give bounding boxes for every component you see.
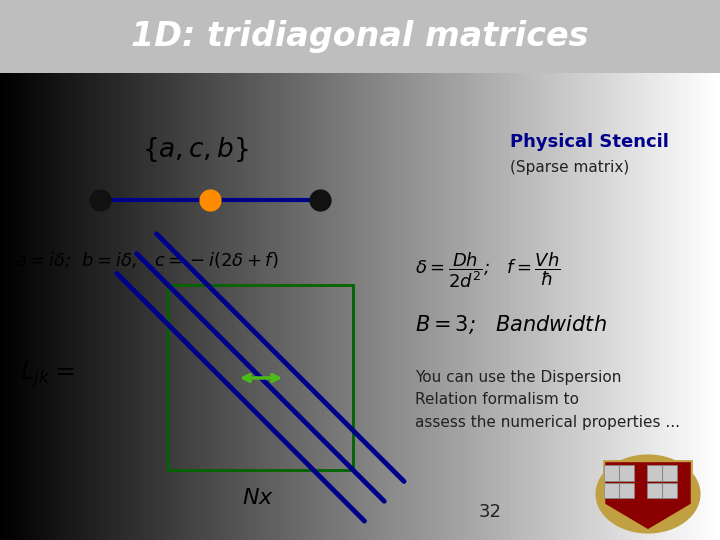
Bar bbox=[647, 465, 677, 481]
Bar bbox=[604, 465, 634, 481]
Circle shape bbox=[596, 455, 700, 533]
Text: $a=i\delta$;  $b=i\delta$,   $c=-i(2\delta+f)$: $a=i\delta$; $b=i\delta$, $c=-i(2\delta+… bbox=[15, 250, 279, 270]
Bar bbox=[604, 483, 634, 498]
Text: 32: 32 bbox=[479, 503, 502, 521]
Bar bbox=[647, 483, 677, 498]
Text: 1D: tridiagonal matrices: 1D: tridiagonal matrices bbox=[131, 20, 589, 53]
Bar bbox=[168, 285, 353, 470]
Text: You can use the Dispersion
Relation formalism to
assess the numerical properties: You can use the Dispersion Relation form… bbox=[415, 370, 680, 430]
Text: (Sparse matrix): (Sparse matrix) bbox=[510, 160, 629, 176]
Text: $Nx$: $Nx$ bbox=[242, 488, 274, 508]
Polygon shape bbox=[604, 461, 692, 530]
Text: $\{a,c,b\}$: $\{a,c,b\}$ bbox=[142, 136, 248, 164]
Text: $L_{jk} =$: $L_{jk} =$ bbox=[20, 360, 75, 390]
Text: $\delta=\dfrac{Dh}{2d^2}$;   $f=\dfrac{Vh}{\hbar}$: $\delta=\dfrac{Dh}{2d^2}$; $f=\dfrac{Vh}… bbox=[415, 250, 561, 290]
Text: $B=3$;   $\mathit{Bandwidth}$: $B=3$; $\mathit{Bandwidth}$ bbox=[415, 313, 607, 336]
Text: Physical Stencil: Physical Stencil bbox=[510, 133, 669, 151]
